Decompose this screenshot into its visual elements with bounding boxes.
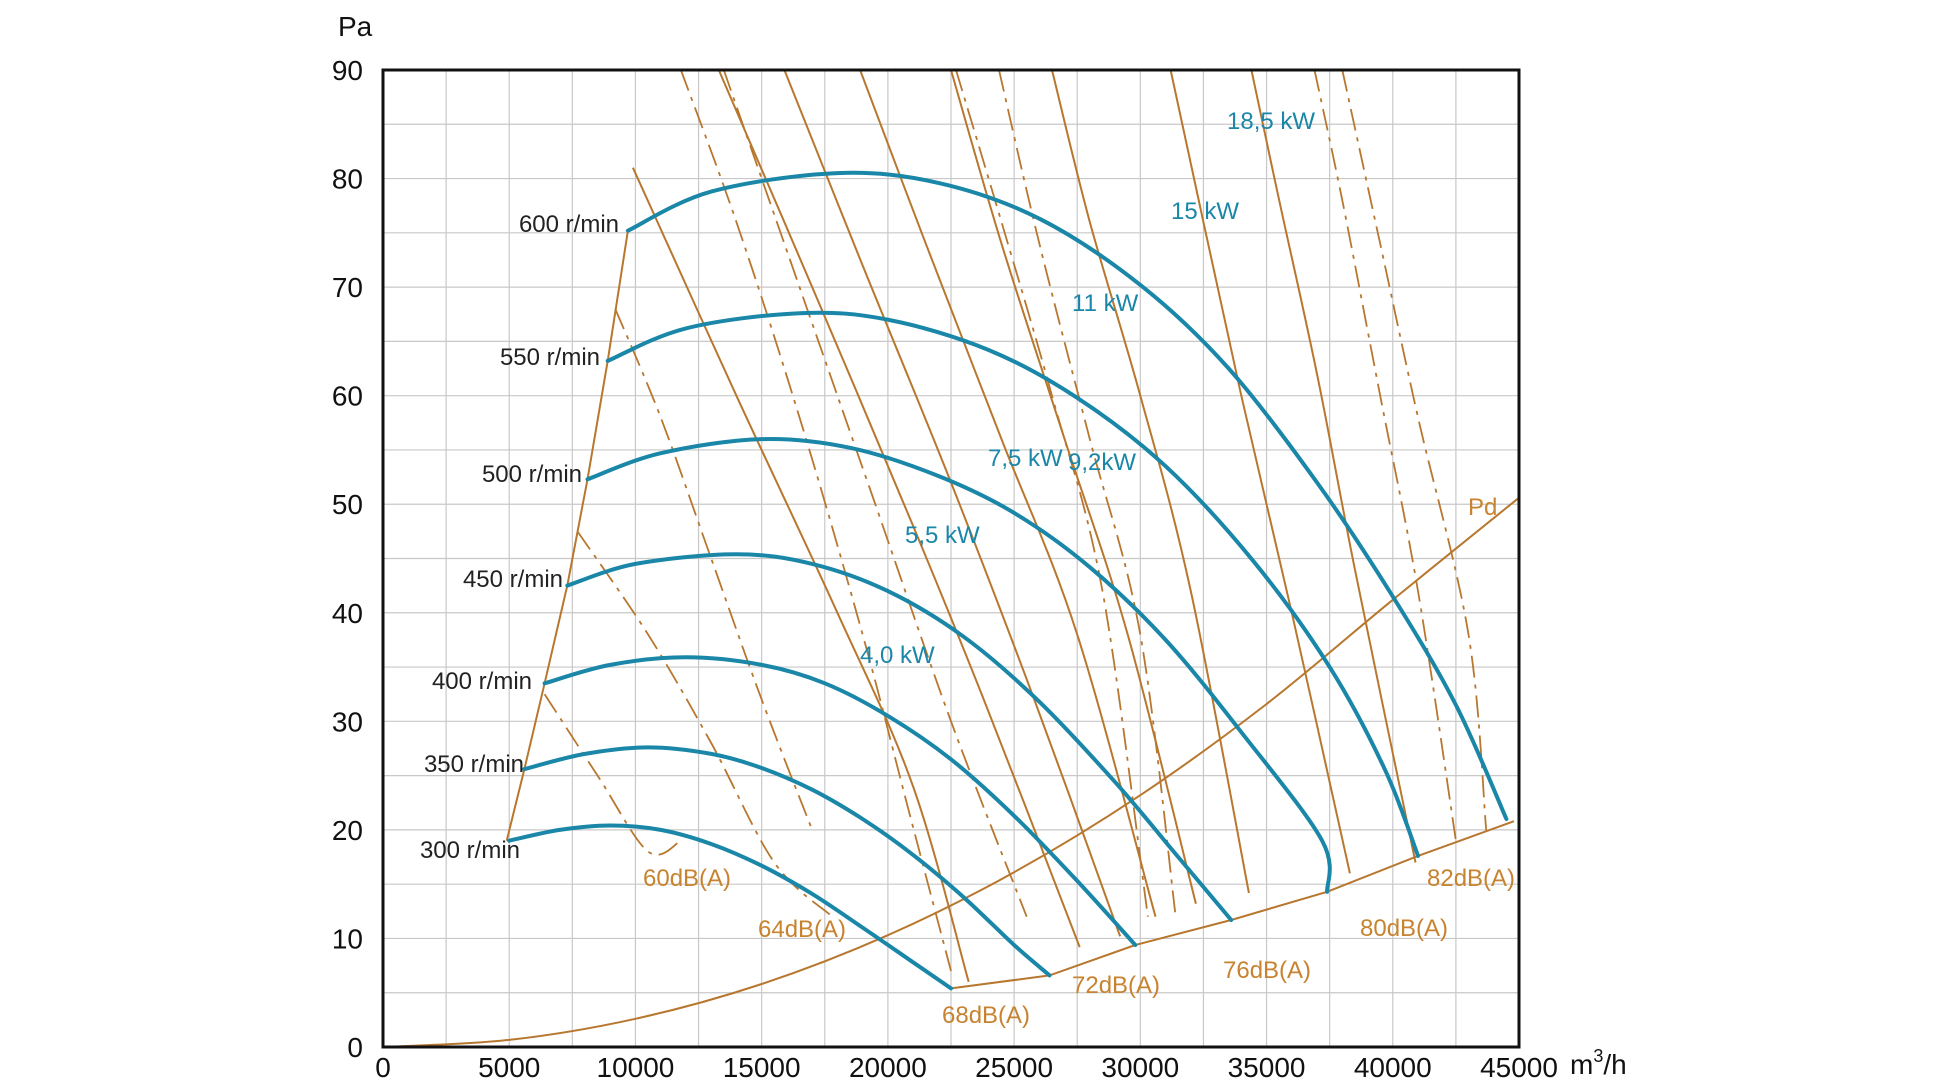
fan-curve-550-r-min xyxy=(605,310,1420,858)
y-tick-label: 50 xyxy=(332,489,363,520)
noise-label-82db-a: 82dB(A) xyxy=(1427,865,1515,892)
y-tick-label: 20 xyxy=(332,815,363,846)
y-tick-label: 30 xyxy=(332,706,363,737)
y-tick-label: 90 xyxy=(332,55,363,86)
annotation-labels: 300 r/min 350 r/min 400 r/min 450 r/min 500 … xyxy=(420,108,1515,1029)
noise-line-76db-a xyxy=(998,69,1177,917)
x-tick-label: 35000 xyxy=(1228,1052,1306,1083)
power-label-5-5-kw: 5,5 kW xyxy=(905,522,980,549)
noise-label-76db-a: 76dB(A) xyxy=(1223,957,1311,984)
pd-label: Pd xyxy=(1468,494,1497,521)
x-tick-label: 30000 xyxy=(1101,1052,1179,1083)
y-tick-label: 70 xyxy=(332,272,363,303)
noise-line-68db-a xyxy=(722,69,1028,918)
x-unit-rest: /h xyxy=(1603,1049,1626,1080)
x-tick-label: 0 xyxy=(375,1052,391,1083)
rpm-label-350-r-min: 350 r/min xyxy=(424,751,524,778)
noise-line-60db-a xyxy=(614,308,814,831)
noise-label-72db-a: 72dB(A) xyxy=(1072,972,1160,999)
y-axis-unit-label: Pa xyxy=(338,11,373,42)
power-line-15-kw xyxy=(1169,69,1351,874)
plot-frame xyxy=(381,68,1521,1049)
power-line-18-5-kw xyxy=(1250,69,1417,863)
y-tick-label: 80 xyxy=(332,164,363,195)
x-tick-label: 40000 xyxy=(1354,1052,1432,1083)
x-tick-label: 5000 xyxy=(478,1052,540,1083)
y-tick-label: 40 xyxy=(332,598,363,629)
x-unit-exponent: 3 xyxy=(1593,1046,1603,1066)
power-line-1 xyxy=(717,69,1081,948)
x-tick-label: 45000 xyxy=(1480,1052,1558,1083)
power-lines xyxy=(631,69,1417,983)
rpm-label-600-r-min: 600 r/min xyxy=(519,211,619,238)
noise-label-60db-a: 60dB(A) xyxy=(643,865,731,892)
noise-label-64db-a: 64dB(A) xyxy=(758,916,846,943)
power-label-7-5-kw: 7,5 kW xyxy=(988,445,1063,472)
x-axis-unit-label: m3/h xyxy=(1570,1046,1627,1080)
noise-label-68db-a: 68dB(A) xyxy=(942,1002,1030,1029)
fan-curve-600-r-min xyxy=(625,170,1509,821)
fan-curve-450-r-min xyxy=(565,552,1234,922)
noise-line-82db-a xyxy=(1341,69,1488,830)
y-tick-label: 0 xyxy=(347,1032,363,1063)
power-label-18-5-kw: 18,5 kW xyxy=(1227,108,1315,135)
tick-labels: 0 5000 10000 15000 20000 25000 30000 35000 40000… xyxy=(332,55,1558,1083)
x-tick-label: 15000 xyxy=(723,1052,801,1083)
power-label-9-2kw: 9,2kW xyxy=(1068,449,1136,476)
x-tick-label: 10000 xyxy=(597,1052,675,1083)
power-label-11-kw: 11 kW xyxy=(1072,290,1139,317)
rpm-label-450-r-min: 450 r/min xyxy=(463,566,563,593)
rpm-label-300-r-min: 300 r/min xyxy=(420,837,520,864)
y-tick-label: 60 xyxy=(332,381,363,412)
fan-curve-350-r-min xyxy=(522,745,1052,978)
power-label-4-0-kw: 4,0 kW xyxy=(860,642,935,669)
fan-curve-500-r-min xyxy=(585,436,1332,894)
noise-line-2 xyxy=(543,693,682,856)
power-label-15-kw: 15 kW xyxy=(1171,198,1239,225)
noise-label-80db-a: 80dB(A) xyxy=(1360,915,1448,942)
fan-curves xyxy=(507,170,1509,991)
noise-line-64db-a xyxy=(680,69,952,972)
power-line-7-5-kw xyxy=(859,69,1157,917)
power-line-11-kw xyxy=(1051,69,1250,894)
fan-curve-300-r-min xyxy=(507,823,953,991)
x-tick-label: 25000 xyxy=(975,1052,1053,1083)
y-tick-label: 10 xyxy=(332,923,363,954)
rpm-label-550-r-min: 550 r/min xyxy=(500,344,600,371)
x-unit-base: m xyxy=(1570,1049,1593,1080)
power-line-4-0-kw xyxy=(631,167,970,983)
rpm-label-400-r-min: 400 r/min xyxy=(432,668,532,695)
fan-curve-400-r-min xyxy=(542,655,1138,947)
pd-curve xyxy=(382,496,1520,1048)
rpm-label-500-r-min: 500 r/min xyxy=(482,461,582,488)
x-tick-label: 20000 xyxy=(849,1052,927,1083)
